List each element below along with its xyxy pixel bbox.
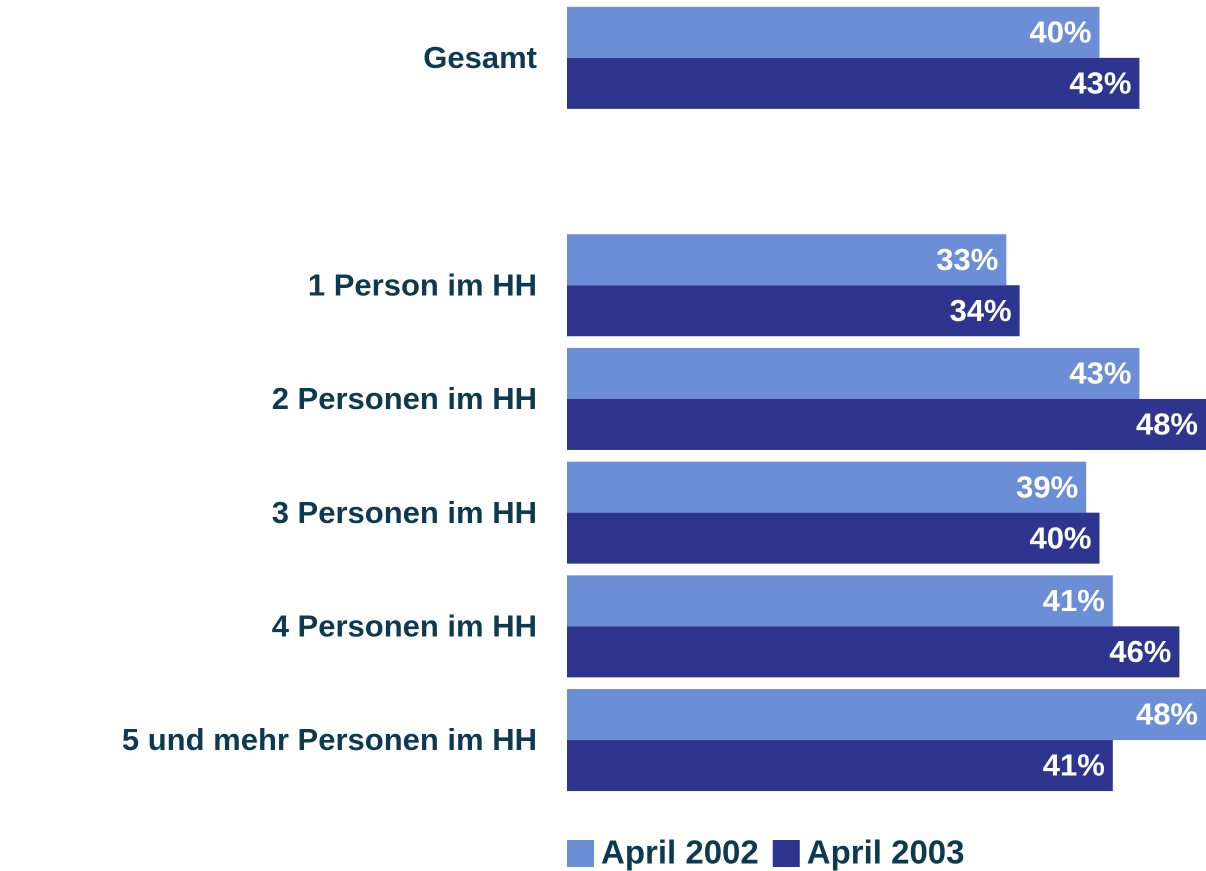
bar	[567, 626, 1180, 678]
value-label: 39%	[1016, 469, 1078, 504]
bar	[567, 689, 1206, 741]
category-label: 4 Personen im HH	[272, 609, 537, 644]
value-label: 48%	[1136, 697, 1198, 732]
category-label: Gesamt	[423, 40, 537, 75]
bar	[567, 575, 1113, 627]
category-label: 2 Personen im HH	[272, 381, 537, 416]
bar	[567, 461, 1087, 513]
value-label: 41%	[1043, 583, 1105, 618]
value-label: 43%	[1069, 66, 1131, 101]
legend-swatch	[567, 840, 594, 867]
bar	[567, 740, 1113, 792]
bar	[567, 57, 1140, 109]
legend-label: April 2002	[601, 834, 759, 871]
value-label: 40%	[1029, 520, 1091, 555]
value-label: 40%	[1029, 15, 1091, 50]
category-label: 5 und mehr Personen im HH	[122, 722, 537, 757]
bar	[567, 398, 1206, 450]
value-label: 41%	[1043, 748, 1105, 783]
value-label: 46%	[1109, 634, 1171, 669]
value-label: 43%	[1069, 356, 1131, 391]
legend-swatch	[772, 840, 800, 867]
bar	[567, 234, 1007, 286]
bar	[567, 6, 1100, 58]
bar	[567, 285, 1020, 337]
value-label: 48%	[1136, 407, 1198, 442]
category-label: 3 Personen im HH	[272, 495, 537, 530]
bar	[567, 512, 1100, 564]
value-label: 33%	[936, 242, 998, 277]
category-label: 1 Person im HH	[308, 267, 537, 302]
bar	[567, 347, 1140, 399]
value-label: 34%	[950, 293, 1012, 328]
legend-label: April 2003	[807, 834, 965, 871]
